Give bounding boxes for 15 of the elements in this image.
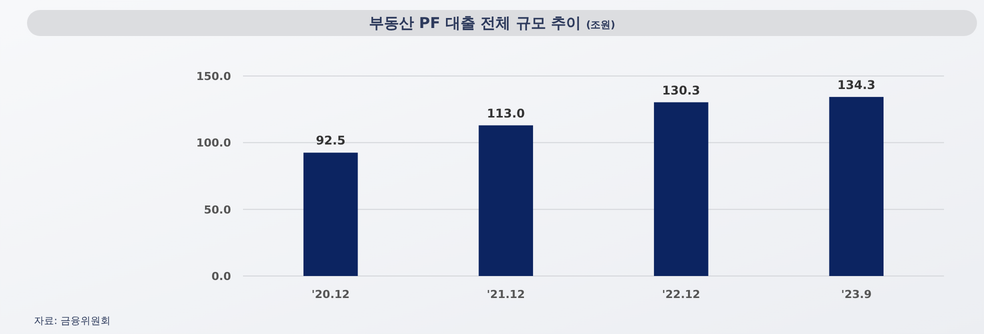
- chart-title: 부동산 PF 대출 전체 규모 추이: [368, 14, 582, 32]
- data-label: 92.5: [316, 134, 346, 148]
- y-tick-label: 150.0: [196, 70, 232, 83]
- data-label: 134.3: [837, 78, 876, 92]
- text: 자료: 금융위원회: [34, 316, 111, 327]
- y-tick-label: 0.0: [212, 270, 232, 283]
- y-tick-label: 100.0: [196, 136, 232, 150]
- x-tick-label: '22.12: [662, 288, 700, 301]
- chart-subtitle: (조원): [586, 20, 616, 31]
- x-tick-label: '23.9: [841, 288, 872, 301]
- x-tick-label: '20.12: [312, 288, 350, 301]
- data-label: 113.0: [486, 106, 525, 120]
- x-tick-label: '21.12: [486, 288, 525, 301]
- data-label: 130.3: [662, 83, 700, 98]
- y-tick-label: 50.0: [204, 203, 232, 216]
